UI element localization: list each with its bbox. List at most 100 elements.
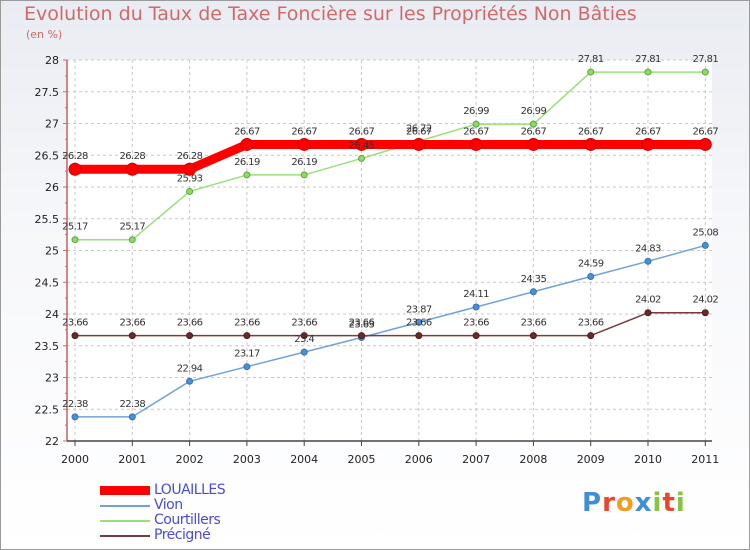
- data-label: 22.94: [177, 363, 203, 374]
- series-line-Vion: [75, 244, 706, 418]
- data-point: [587, 273, 595, 281]
- data-label: 24.02: [635, 295, 661, 306]
- data-point: [644, 257, 652, 265]
- y-tick-label: 27: [45, 118, 59, 131]
- data-label: 26.67: [349, 126, 375, 137]
- data-point: [128, 236, 136, 244]
- logo-letter: r: [602, 488, 616, 518]
- data-label: 26.67: [578, 126, 604, 137]
- data-point: [526, 137, 540, 151]
- data-point: [472, 120, 480, 128]
- y-tick-label: 28: [45, 54, 59, 67]
- data-label: 24.83: [635, 243, 661, 254]
- data-label: 26.67: [635, 126, 661, 137]
- x-tick-label: 2011: [691, 453, 719, 466]
- data-label: 27.81: [692, 54, 718, 65]
- data-label: 23.66: [177, 318, 203, 329]
- data-label: 26.28: [119, 151, 145, 162]
- data-label: 22.38: [62, 399, 88, 410]
- x-tick-label: 2010: [634, 453, 662, 466]
- legend-swatch: [100, 486, 150, 495]
- y-tick-label: 22.5: [35, 403, 60, 416]
- data-label: 26.99: [521, 106, 547, 117]
- y-tick-label: 24: [45, 308, 59, 321]
- x-tick-label: 2005: [348, 453, 376, 466]
- y-tick-label: 23: [45, 372, 59, 385]
- data-point: [128, 413, 136, 421]
- data-point: [71, 413, 79, 421]
- data-label: 22.38: [119, 399, 145, 410]
- legend-item: LOUAILLES: [100, 482, 226, 498]
- data-point: [587, 68, 595, 76]
- y-tick-label: 26: [45, 181, 59, 194]
- legend-item: Précigné: [100, 528, 225, 543]
- plot-area: [67, 60, 712, 441]
- data-point: [186, 332, 194, 340]
- logo-letter: t: [662, 488, 676, 518]
- y-tick-label: 23.5: [35, 340, 60, 353]
- x-tick-label: 2006: [405, 453, 433, 466]
- x-tick-label: 2009: [577, 453, 605, 466]
- x-tick-label: 2004: [290, 453, 318, 466]
- data-label: 25.93: [177, 173, 203, 184]
- data-point: [644, 309, 652, 317]
- series-line-LOUAILLES: [75, 139, 706, 174]
- data-label: 23.66: [119, 318, 145, 329]
- data-point: [300, 332, 308, 340]
- data-label: 23.66: [62, 318, 88, 329]
- data-label: 26.67: [521, 126, 547, 137]
- series-line-Précigné: [75, 311, 706, 337]
- unit-label: (en %): [26, 28, 63, 41]
- proxiti-logo: Proxiti: [582, 488, 686, 518]
- data-label: 23.66: [291, 318, 317, 329]
- data-point: [412, 137, 426, 151]
- y-tick-label: 25.5: [35, 213, 60, 226]
- data-point: [125, 162, 139, 176]
- data-label: 23.66: [578, 318, 604, 329]
- data-point: [71, 332, 79, 340]
- logo-letter: i: [652, 488, 663, 518]
- data-point: [355, 137, 368, 151]
- data-point: [415, 318, 423, 326]
- legend-label: Courtillers: [154, 512, 221, 528]
- data-point: [358, 154, 365, 162]
- data-label: 23.4: [294, 334, 314, 345]
- data-label: 23.87: [406, 304, 432, 315]
- data-label: 23.66: [349, 318, 375, 329]
- data-label: 25.17: [119, 222, 145, 233]
- data-point: [300, 171, 308, 179]
- data-label: 23.63: [349, 319, 375, 330]
- data-label: 26.67: [692, 126, 718, 137]
- x-tick-label: 2002: [176, 453, 204, 466]
- data-point: [243, 171, 251, 179]
- logo-letter: o: [615, 488, 635, 518]
- data-label: 23.17: [234, 349, 260, 360]
- data-label: 26.67: [234, 126, 260, 137]
- data-label: 27.81: [578, 54, 604, 65]
- legend-swatch: [100, 504, 150, 507]
- data-point: [243, 363, 251, 371]
- data-point: [68, 162, 82, 176]
- data-point: [186, 377, 194, 385]
- legend-label: LOUAILLES: [154, 482, 226, 498]
- data-point: [183, 162, 197, 176]
- logo-letter: x: [634, 488, 653, 518]
- legend-label: Vion: [154, 497, 183, 513]
- data-point: [701, 241, 709, 249]
- data-point: [644, 68, 652, 76]
- data-point: [186, 187, 194, 195]
- x-tick-label: 2008: [519, 453, 547, 466]
- y-tick-label: 27.5: [35, 86, 60, 99]
- data-point: [71, 236, 79, 244]
- data-label: 26.45: [349, 140, 375, 151]
- data-point: [529, 120, 537, 128]
- y-tick-label: 22: [45, 435, 59, 448]
- legend-label: Précigné: [154, 527, 211, 543]
- data-label: 23.66: [234, 318, 260, 329]
- x-tick-label: 2000: [61, 453, 89, 466]
- data-point: [300, 348, 308, 356]
- legend-item: Vion: [100, 498, 225, 513]
- data-label: 24.35: [521, 274, 547, 285]
- y-tick-label: 26.5: [35, 149, 60, 162]
